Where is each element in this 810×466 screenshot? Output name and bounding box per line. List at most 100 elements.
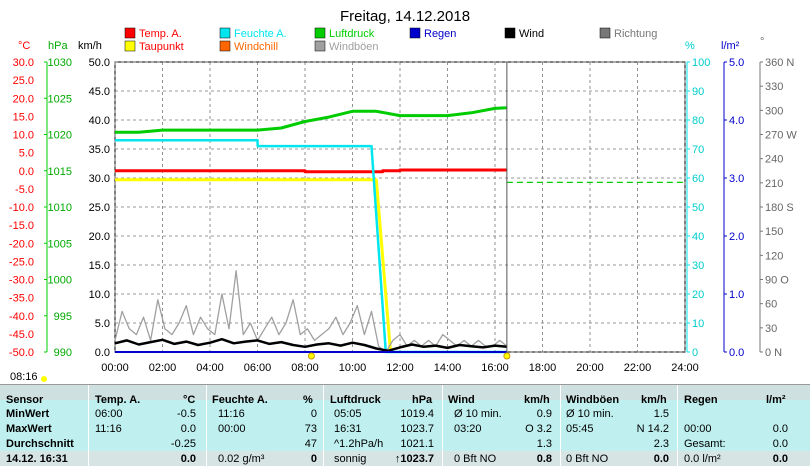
legend-label: Regen bbox=[424, 28, 456, 40]
wind-axis-unit: km/h bbox=[78, 40, 102, 52]
stats-cell: ^1.2hPa/h bbox=[334, 438, 384, 450]
x-tick-label: 16:00 bbox=[481, 362, 509, 374]
stats-cell: 0 bbox=[310, 453, 317, 465]
header-rain: Regen bbox=[684, 394, 718, 406]
column-divider bbox=[206, 385, 207, 466]
legend-swatch bbox=[124, 27, 136, 39]
legend-swatch bbox=[219, 40, 231, 52]
humidity-tick-label: 70 bbox=[692, 144, 704, 156]
direction-tick-label: 0 N bbox=[765, 347, 782, 359]
column-divider bbox=[442, 385, 443, 466]
temp-tick-label: 20.0 bbox=[13, 93, 34, 105]
direction-tick-label: 240 bbox=[765, 154, 783, 166]
rain-tick-label: 2.0 bbox=[729, 231, 744, 243]
humidity-tick-label: 20 bbox=[692, 289, 704, 301]
temp-tick-label: -25.0 bbox=[9, 256, 34, 268]
wind-tick-label: 25.0 bbox=[89, 202, 110, 214]
direction-tick-label: 60 bbox=[765, 299, 777, 311]
humidity-tick-label: 40 bbox=[692, 231, 704, 243]
direction-tick-label: 150 bbox=[765, 226, 783, 238]
x-tick-label: 20:00 bbox=[576, 362, 604, 374]
x-tick-label: 04:00 bbox=[196, 362, 224, 374]
direction-tick-label: 360 N bbox=[765, 57, 794, 69]
direction-axis-unit: ° bbox=[760, 36, 764, 48]
stats-cell: 00:00 bbox=[684, 423, 712, 435]
x-tick-label: 06:00 bbox=[244, 362, 272, 374]
rain-tick-label: 4.0 bbox=[729, 115, 744, 127]
temp-tick-label: -45.0 bbox=[9, 329, 34, 341]
rain-axis-unit: l/m² bbox=[721, 40, 740, 52]
humidity-tick-label: 50 bbox=[692, 202, 704, 214]
stats-cell: 00:00 bbox=[218, 423, 246, 435]
legend-swatch bbox=[314, 27, 326, 39]
stats-cell: 1019.4 bbox=[400, 408, 434, 420]
humidity-axis-unit: % bbox=[685, 40, 695, 52]
stats-cell: 0.0 bbox=[772, 438, 788, 450]
pressure-axis-unit: hPa bbox=[48, 40, 68, 52]
stats-cell: 0.0 l/m² bbox=[684, 453, 721, 465]
pressure-tick-label: 1015 bbox=[48, 166, 72, 178]
header-humidity-unit: % bbox=[303, 394, 313, 406]
series-line-luftdruck bbox=[115, 106, 507, 134]
stats-row-label: MaxWert bbox=[6, 423, 52, 435]
direction-tick-label: 30 bbox=[765, 323, 777, 335]
temp-tick-label: 5.0 bbox=[19, 148, 34, 160]
series-line-wind bbox=[114, 337, 508, 353]
temp-tick-label: 15.0 bbox=[13, 111, 34, 123]
x-tick-label: 10:00 bbox=[339, 362, 367, 374]
direction-tick-label: 90 O bbox=[765, 275, 789, 287]
stats-cell: 05:45 bbox=[566, 423, 594, 435]
stats-header-bar bbox=[0, 385, 810, 400]
humidity-tick-label: 100 bbox=[692, 57, 710, 69]
now-marker-dot bbox=[503, 352, 511, 360]
direction-tick-label: 180 S bbox=[765, 202, 794, 214]
humidity-tick-label: 30 bbox=[692, 260, 704, 272]
header-gust: Windböen bbox=[566, 394, 620, 406]
humidity-tick-label: 10 bbox=[692, 318, 704, 330]
temp-tick-label: 30.0 bbox=[13, 57, 34, 69]
stats-cell: 0 Bft NO bbox=[566, 453, 609, 465]
stats-cell: -0.5 bbox=[177, 408, 196, 420]
legend-label: Temp. A. bbox=[139, 28, 182, 40]
series-line-temp-a- bbox=[115, 168, 507, 174]
series-line-windb-en bbox=[114, 270, 508, 353]
legend-label: Taupunkt bbox=[139, 41, 184, 53]
chart-title: Freitag, 14.12.2018 bbox=[340, 8, 470, 25]
x-tick-label: 02:00 bbox=[149, 362, 177, 374]
stats-cell: -0.25 bbox=[170, 438, 196, 450]
direction-tick-label: 300 bbox=[765, 105, 783, 117]
temp-tick-label: 0.0 bbox=[19, 166, 34, 178]
pressure-tick-label: 1010 bbox=[48, 202, 72, 214]
header-gust-unit: km/h bbox=[641, 394, 667, 406]
pressure-tick-label: 1005 bbox=[48, 238, 72, 250]
stats-cell: ↑1023.7 bbox=[394, 453, 434, 465]
stats-cell: 0.9 bbox=[536, 408, 552, 420]
stats-cell: Gesamt: bbox=[684, 438, 726, 450]
direction-tick-label: 270 W bbox=[765, 130, 797, 142]
pressure-tick-label: 1025 bbox=[48, 93, 72, 105]
header-rain-unit: l/m² bbox=[766, 394, 786, 406]
wind-tick-label: 40.0 bbox=[89, 115, 110, 127]
x-tick-label: 08:00 bbox=[291, 362, 319, 374]
legend-label: Luftdruck bbox=[329, 28, 375, 40]
stats-current-bar bbox=[0, 451, 810, 466]
stats-row-label: 14.12. 16:31 bbox=[6, 453, 68, 465]
wind-tick-label: 5.0 bbox=[95, 318, 110, 330]
direction-tick-label: 210 bbox=[765, 178, 783, 190]
temp-tick-label: -15.0 bbox=[9, 220, 34, 232]
x-tick-label: 24:00 bbox=[671, 362, 699, 374]
temp-tick-label: 10.0 bbox=[13, 130, 34, 142]
pressure-tick-label: 990 bbox=[54, 347, 72, 359]
wind-tick-label: 45.0 bbox=[89, 86, 110, 98]
column-divider bbox=[677, 385, 678, 466]
legend-swatch bbox=[124, 40, 136, 52]
pressure-tick-label: 995 bbox=[54, 311, 72, 323]
stats-row-label: MinWert bbox=[6, 408, 50, 420]
stats-cell: 0.0 bbox=[180, 423, 196, 435]
stats-cell: 0.02 g/m³ bbox=[218, 453, 265, 465]
header-wind: Wind bbox=[448, 394, 475, 406]
stats-cell: 0 bbox=[310, 408, 317, 420]
humidity-tick-label: 0 bbox=[692, 347, 698, 359]
rain-tick-label: 0.0 bbox=[729, 347, 744, 359]
legend-swatch bbox=[219, 27, 231, 39]
